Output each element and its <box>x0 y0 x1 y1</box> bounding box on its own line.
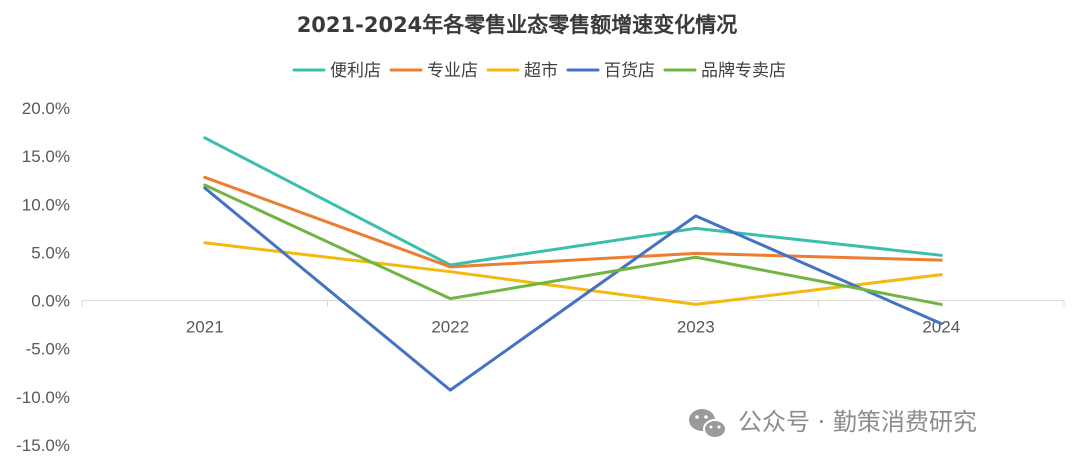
x-tick-label: 2021 <box>186 318 224 337</box>
legend-label: 品牌专卖店 <box>701 61 786 81</box>
legend-label: 便利店 <box>330 61 381 81</box>
wechat-icon <box>689 409 727 439</box>
legend-label: 百货店 <box>604 61 655 81</box>
x-tick-label: 2024 <box>922 318 960 337</box>
y-tick-label: 15.0% <box>22 147 70 166</box>
legend-item: 专业店 <box>389 61 478 81</box>
y-tick-label: 5.0% <box>31 243 70 262</box>
series-line-便利店 <box>203 136 943 267</box>
y-tick-label: 20.0% <box>22 99 70 118</box>
y-tick-label: 0.0% <box>31 292 70 311</box>
series-line-专业店 <box>203 175 943 269</box>
x-tick-label: 2022 <box>431 318 469 337</box>
y-tick-label: -5.0% <box>26 340 70 359</box>
x-axis: 2021 2022 2023 2024 <box>81 300 1065 337</box>
legend-item: 百货店 <box>566 61 655 81</box>
legend-label: 超市 <box>524 61 558 81</box>
legend-label: 专业店 <box>427 61 478 81</box>
chart-title: 2021-2024年各零售业态零售额增速变化情况 <box>297 13 738 37</box>
series-layer <box>203 136 943 392</box>
y-axis: 20.0% 15.0% 10.0% 5.0% 0.0% -5.0% -10.0% -15.0% <box>16 99 70 455</box>
series-line-品牌专卖店 <box>203 183 943 306</box>
y-tick-label: 10.0% <box>22 195 70 214</box>
series-line-超市 <box>203 241 943 306</box>
x-tick-label: 2023 <box>677 318 715 337</box>
legend-item: 超市 <box>486 61 558 81</box>
legend-item: 便利店 <box>292 61 381 81</box>
legend: 便利店 专业店 超市 百货店 品牌专卖店 <box>292 61 786 81</box>
legend-item: 品牌专卖店 <box>663 61 786 81</box>
watermark: 公众号 · 勤策消费研究 <box>689 408 977 439</box>
y-tick-label: -15.0% <box>16 436 70 455</box>
y-tick-label: -10.0% <box>16 388 70 407</box>
series-line-百货店 <box>203 186 943 392</box>
watermark-text: 公众号 · 勤策消费研究 <box>738 408 977 436</box>
